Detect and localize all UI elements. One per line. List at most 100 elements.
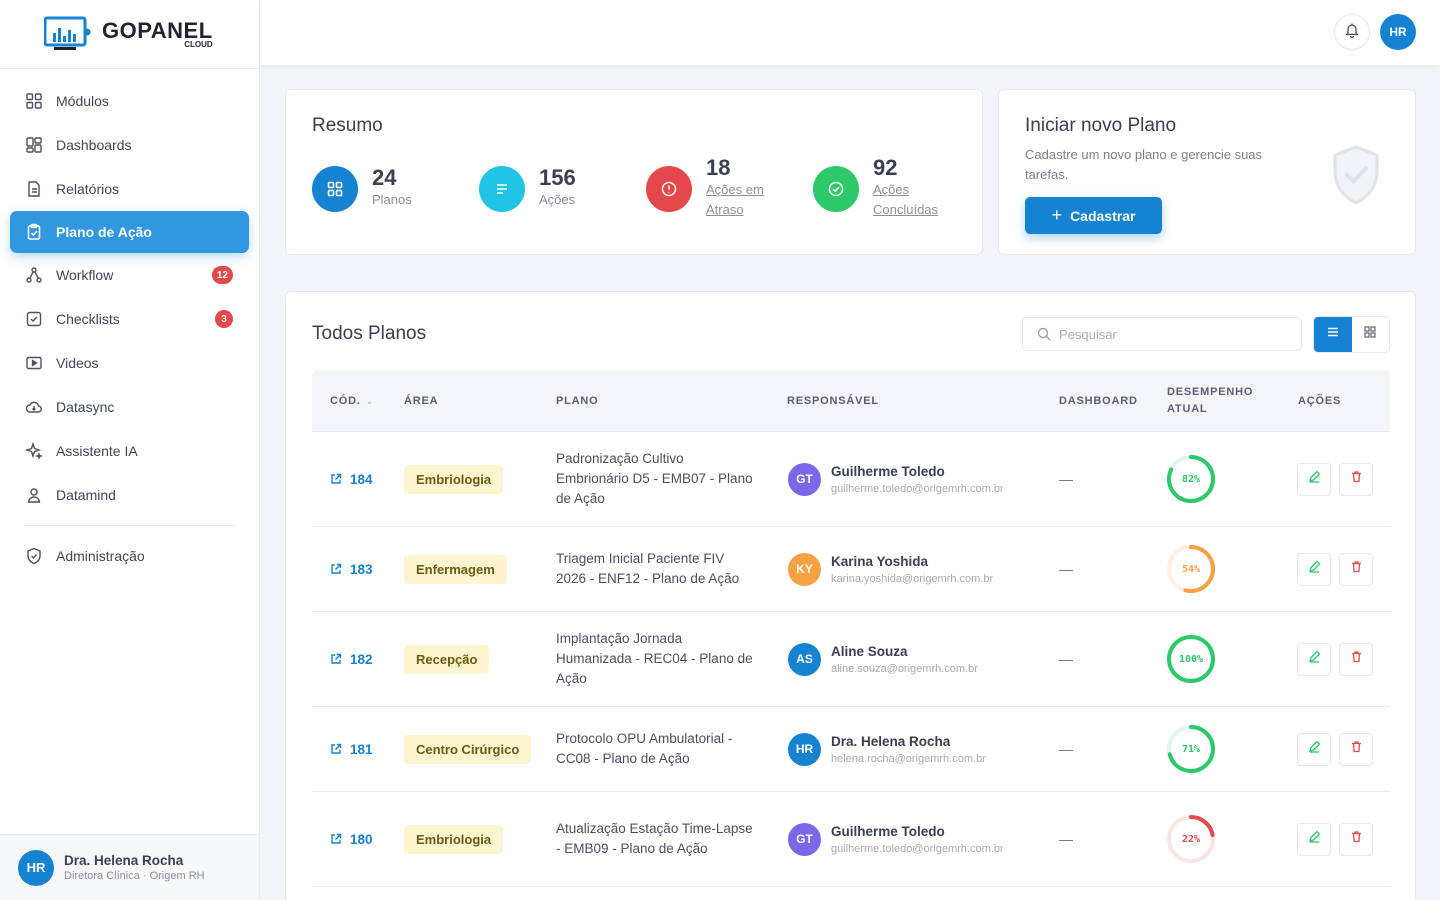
table-row[interactable]: 182 Recepção Implantação Jornada Humanizad… <box>312 612 1390 707</box>
th-cod[interactable]: CÓD. ⌄ <box>330 370 374 432</box>
sidebar-item-dashboards[interactable]: Dashboards <box>0 123 259 167</box>
edit-button[interactable] <box>1297 462 1331 496</box>
plano-name: Padronização Cultivo Embrionário D5 - EM… <box>556 451 753 506</box>
acoes-cell <box>1297 432 1381 526</box>
area-cell: Embriologia <box>404 432 504 526</box>
plan-code-link[interactable]: 183 <box>330 527 373 611</box>
notifications-button[interactable] <box>1334 14 1370 50</box>
sidebar-item-assistente-ia[interactable]: Assistente IA <box>0 429 259 473</box>
grid-icon <box>312 166 358 212</box>
plan-code: 182 <box>350 651 373 667</box>
pencil-icon <box>1308 560 1321 578</box>
sidebar-item-datamind[interactable]: Datamind <box>0 473 259 517</box>
grid-icon <box>1363 325 1377 344</box>
notification-badge: 3 <box>215 310 233 328</box>
plan-code: 183 <box>350 561 373 577</box>
th-desempenho: DESEMPENHO ATUAL <box>1167 386 1254 415</box>
progress-ring: 82% <box>1166 454 1216 504</box>
area-cell: Embriologia <box>404 792 504 886</box>
pencil-icon <box>1308 650 1321 668</box>
sidebar-item-videos[interactable]: Videos <box>0 341 259 385</box>
plan-code-link[interactable]: 181 <box>330 707 373 791</box>
edit-button[interactable] <box>1297 552 1331 586</box>
sidebar-item-label: Datasync <box>56 399 115 415</box>
logo[interactable]: GOPANEL CLOUD <box>0 0 259 69</box>
novo-plano-title: Iniciar novo Plano <box>1025 115 1177 136</box>
user-avatar-button[interactable]: HR <box>1380 14 1416 50</box>
avatar: HR <box>788 732 821 766</box>
checkbox-icon <box>24 309 44 329</box>
delete-button[interactable] <box>1339 462 1373 496</box>
delete-button[interactable] <box>1339 642 1373 676</box>
responsavel-cell: HR Dra. Helena Rocha helena.rocha@origemrh… <box>788 707 986 791</box>
desempenho-cell: 22% <box>1166 792 1216 886</box>
stat-acoes-atraso[interactable]: 18 Ações em Atraso <box>646 155 786 220</box>
stat-value: 156 <box>539 165 576 190</box>
responsavel-email: karina.yoshida@origemrh.com.br <box>831 572 994 585</box>
desempenho-cell: 100% <box>1166 612 1216 706</box>
edit-button[interactable] <box>1297 642 1331 676</box>
sidebar-item-checklists[interactable]: Checklists 3 <box>0 297 259 341</box>
table-row[interactable]: 181 Centro Cirúrgico Protocolo OPU Ambulat… <box>312 707 1390 792</box>
plan-code-link[interactable]: 180 <box>330 792 373 886</box>
table-row[interactable]: 180 Embriologia Atualização Estação Time-L… <box>312 792 1390 887</box>
external-link-icon <box>330 833 342 845</box>
avatar: AS <box>788 642 821 676</box>
stat-label: Planos <box>372 192 412 208</box>
edit-button[interactable] <box>1297 732 1331 766</box>
sidebar-item-label: Workflow <box>56 267 114 283</box>
sidebar-item-label: Videos <box>56 355 99 371</box>
delete-button[interactable] <box>1339 822 1373 856</box>
stat-value: 18 <box>706 155 731 180</box>
grid-icon <box>24 91 44 111</box>
plan-code-link[interactable]: 184 <box>330 432 373 526</box>
pencil-icon <box>1308 470 1321 488</box>
sidebar-item-datasync[interactable]: Datasync <box>0 385 259 429</box>
stat-label-link[interactable]: Ações em Atraso <box>706 182 764 218</box>
edit-button[interactable] <box>1297 822 1331 856</box>
cloud-sync-icon <box>24 397 44 417</box>
avatar: HR <box>18 849 54 886</box>
user-icon <box>24 485 44 505</box>
plano-cell: Padronização Cultivo Embrionário D5 - EM… <box>556 432 756 526</box>
sidebar-item-label: Assistente IA <box>56 443 138 459</box>
plano-cell: Protocolo OPU Ambulatorial - CC08 - Plan… <box>556 707 756 791</box>
dashboard-cell: — <box>1059 561 1073 577</box>
sidebar-item-workflow[interactable]: Workflow 12 <box>0 253 259 297</box>
sidebar-item-relatorios[interactable]: Relatórios <box>0 167 259 211</box>
grid-view-button[interactable] <box>1352 317 1390 352</box>
stat-label-link[interactable]: Ações Concluídas <box>873 182 939 218</box>
todos-planos-title: Todos Planos <box>312 323 427 344</box>
cadastrar-button[interactable]: + Cadastrar <box>1025 197 1162 234</box>
stat-label: Ações <box>539 192 576 208</box>
resumo-card: Resumo 24 Planos 156 Ações 18 Ações em A… <box>285 89 983 255</box>
sidebar-item-plano-de-acao[interactable]: Plano de Ação <box>10 211 249 253</box>
area-cell: Centro Cirúrgico <box>404 707 532 791</box>
user-name: Dra. Helena Rocha <box>64 853 184 868</box>
sidebar-user[interactable]: HR Dra. Helena Rocha Diretora Clínica · … <box>0 834 259 900</box>
desempenho-cell: 82% <box>1166 432 1216 526</box>
list-view-button[interactable] <box>1314 317 1352 352</box>
alert-icon <box>646 166 692 212</box>
planos-table: CÓD. ⌄ ÁREA PLANO RESPONSÁVEL DASHBOARD D… <box>312 370 1390 887</box>
search-input[interactable]: Pesquisar <box>1022 317 1302 351</box>
table-row[interactable]: 183 Enfermagem Triagem Inicial Paciente FI… <box>312 527 1390 612</box>
plan-code-link[interactable]: 182 <box>330 612 373 706</box>
area-cell: Recepção <box>404 612 490 706</box>
progress-label: 22% <box>1181 833 1201 845</box>
sidebar-item-label: Plano de Ação <box>56 224 152 240</box>
bell-icon <box>1344 22 1360 43</box>
search-placeholder: Pesquisar <box>1059 326 1117 342</box>
delete-button[interactable] <box>1339 552 1373 586</box>
trash-icon <box>1350 560 1363 578</box>
responsavel-email: helena.rocha@origemrh.com.br <box>831 752 986 765</box>
responsavel-email: guilherme.toledo@origemrh.com.br <box>831 842 1004 855</box>
delete-button[interactable] <box>1339 732 1373 766</box>
table-body: 184 Embriologia Padronização Cultivo Embri… <box>312 432 1390 887</box>
novo-plano-card: Iniciar novo Plano Cadastre um novo plan… <box>998 89 1416 255</box>
sidebar-item-modulos[interactable]: Módulos <box>0 79 259 123</box>
sidebar-item-administracao[interactable]: Administração <box>0 534 259 578</box>
table-row[interactable]: 184 Embriologia Padronização Cultivo Embri… <box>312 432 1390 527</box>
responsavel-name: Guilherme Toledo <box>831 463 945 479</box>
stat-acoes-concluidas[interactable]: 92 Ações Concluídas <box>813 155 953 220</box>
